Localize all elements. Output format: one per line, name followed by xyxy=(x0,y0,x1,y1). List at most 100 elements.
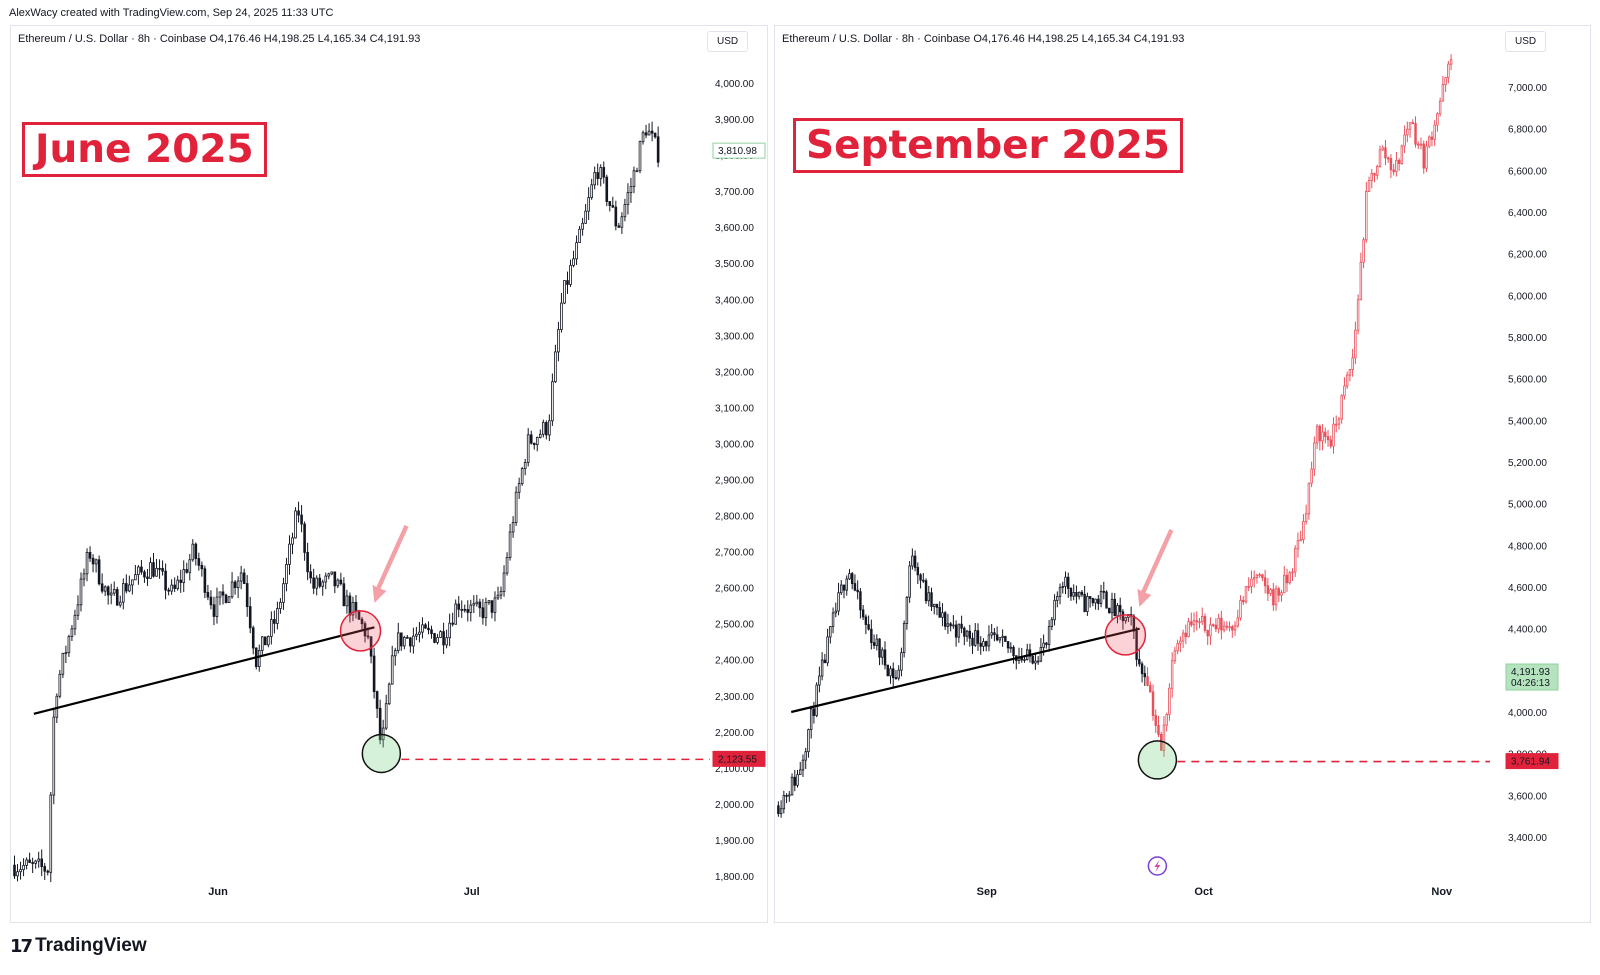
candle xyxy=(927,585,930,607)
candle-body xyxy=(1438,100,1442,115)
candle-body xyxy=(140,566,143,573)
candle xyxy=(1056,591,1059,608)
candle-body xyxy=(164,570,167,591)
candle xyxy=(242,568,246,585)
candle-body xyxy=(1075,592,1078,597)
currency-button[interactable]: USD xyxy=(707,31,749,52)
candle xyxy=(590,178,593,200)
candle xyxy=(424,623,427,629)
candle xyxy=(1039,638,1043,663)
candle xyxy=(188,553,192,581)
candle xyxy=(943,611,947,631)
candle-body xyxy=(979,642,982,647)
chart-credit: AlexWacy created with TradingView.com, S… xyxy=(9,7,334,19)
candle-body xyxy=(82,573,86,580)
candle-body xyxy=(469,604,473,613)
candle-body xyxy=(230,581,234,598)
candle-body xyxy=(1220,617,1223,631)
candle xyxy=(475,594,479,607)
candle xyxy=(484,597,488,627)
candle-body xyxy=(185,569,189,573)
candle-body xyxy=(487,600,491,603)
candle-body xyxy=(575,242,578,260)
candle-body xyxy=(200,564,204,570)
candle xyxy=(505,552,509,576)
candle-body xyxy=(842,584,846,591)
candle-body xyxy=(28,859,31,863)
candle xyxy=(1170,652,1174,698)
candle xyxy=(1165,712,1168,732)
candle-body xyxy=(554,351,557,383)
candle xyxy=(629,177,633,203)
candle xyxy=(472,595,476,614)
chart-panel-june[interactable]: Ethereum / U.S. Dollar · 8h · Coinbase O… xyxy=(10,25,768,923)
candle xyxy=(1321,423,1324,451)
chart-panel-september[interactable]: Ethereum / U.S. Dollar · 8h · Coinbase O… xyxy=(774,25,1591,923)
tradingview-brand[interactable]: 17 TradingView xyxy=(10,935,147,957)
candle-body xyxy=(1012,646,1015,657)
candle xyxy=(433,632,436,644)
candle xyxy=(282,577,285,610)
candle-body xyxy=(242,572,246,584)
candle xyxy=(291,532,294,555)
candle xyxy=(617,222,621,229)
candle xyxy=(58,669,62,699)
candle xyxy=(1108,607,1111,614)
x-tick-label: Oct xyxy=(1194,886,1213,898)
candle-body xyxy=(829,626,832,638)
candle-body xyxy=(1400,145,1404,165)
candle xyxy=(393,647,397,666)
candle-body xyxy=(339,579,343,585)
candle-body xyxy=(1321,431,1324,442)
candle xyxy=(1209,617,1212,645)
candle xyxy=(840,580,843,595)
candle-body xyxy=(900,652,903,671)
candle xyxy=(1296,532,1300,558)
candle-body xyxy=(496,594,500,599)
candle-body xyxy=(1121,611,1125,622)
y-tick-label: 2,000.00 xyxy=(715,800,754,811)
candle xyxy=(100,573,104,594)
candlestick-chart-september[interactable]: 7,000.00 6,800.00 6,600.00 6,400.00 6,200.00… xyxy=(775,26,1590,922)
candle xyxy=(260,636,264,655)
candle-body xyxy=(1315,425,1319,444)
candle xyxy=(984,640,988,652)
candlestick-chart-june[interactable]: 4,000.003,900.003,800.003,700.003,600.00… xyxy=(11,26,767,922)
candle-body xyxy=(870,628,873,644)
candle xyxy=(892,662,895,688)
candle xyxy=(418,622,421,643)
candle-body xyxy=(1001,635,1004,638)
candle-body xyxy=(191,543,195,561)
price-tag-label: 3,810.98 xyxy=(718,146,757,157)
candle xyxy=(801,754,805,777)
candle xyxy=(170,579,173,595)
candle xyxy=(215,587,219,624)
candle xyxy=(25,857,28,870)
candle-body xyxy=(856,589,859,593)
candle-body xyxy=(818,675,821,686)
candle-body xyxy=(1261,574,1264,579)
candle xyxy=(1417,141,1420,149)
candle xyxy=(1373,172,1376,183)
candle-body xyxy=(312,577,315,589)
candle-body xyxy=(1384,147,1387,159)
candle-body xyxy=(493,597,497,613)
candle-body xyxy=(484,602,488,619)
candle xyxy=(563,280,566,305)
candle xyxy=(1449,54,1453,71)
candle xyxy=(1351,348,1354,377)
candle xyxy=(267,635,270,648)
candle-body xyxy=(1006,641,1010,649)
y-tick-label: 4,600.00 xyxy=(1508,583,1547,594)
candle-body xyxy=(34,860,37,864)
candle xyxy=(121,578,125,610)
candle xyxy=(982,638,985,652)
candle-body xyxy=(949,623,952,627)
candle xyxy=(976,623,980,651)
candle xyxy=(257,644,261,672)
tradingview-logo-icon: 17 xyxy=(10,935,33,957)
candle xyxy=(1272,582,1275,611)
candle xyxy=(403,635,406,650)
candle-body xyxy=(650,130,654,134)
currency-button[interactable]: USD xyxy=(1505,31,1547,52)
